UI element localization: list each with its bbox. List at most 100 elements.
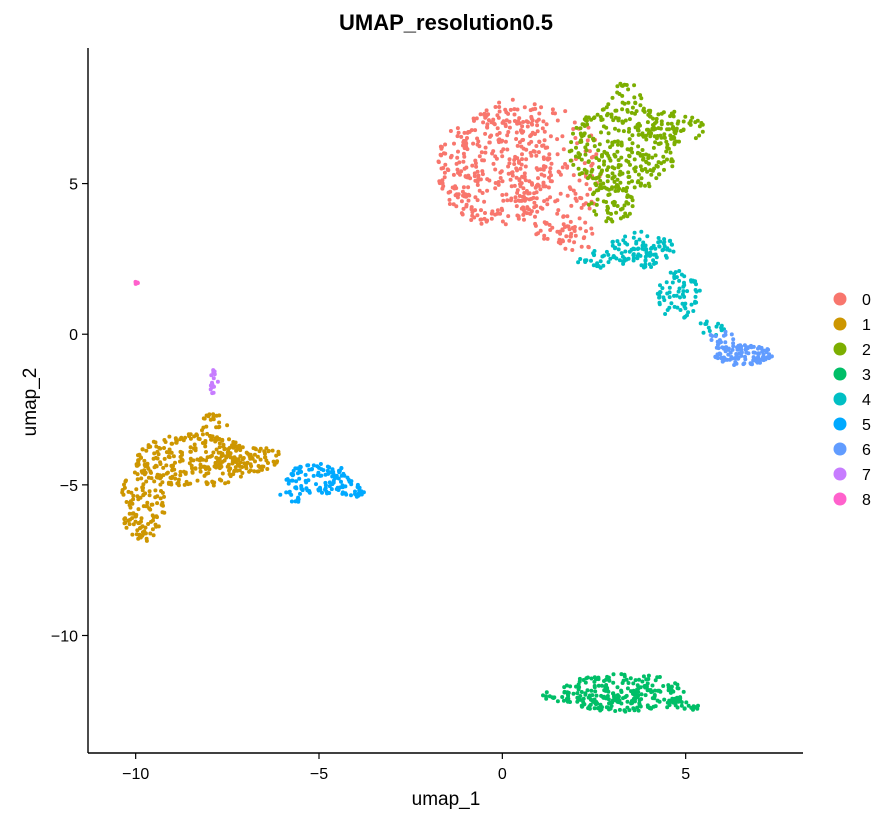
point-cluster-0 <box>541 183 546 188</box>
point-cluster-2 <box>639 176 644 181</box>
point-cluster-1 <box>211 450 216 455</box>
point-cluster-0 <box>568 187 573 191</box>
point-cluster-0 <box>573 196 578 201</box>
point-cluster-2 <box>672 140 677 145</box>
point-cluster-0 <box>532 200 537 205</box>
point-cluster-5 <box>327 465 332 470</box>
point-cluster-0 <box>584 229 588 234</box>
point-cluster-0 <box>575 141 580 146</box>
point-cluster-6 <box>751 358 756 363</box>
point-cluster-0 <box>525 124 530 129</box>
point-cluster-4 <box>689 279 694 284</box>
point-cluster-1 <box>135 528 140 533</box>
point-cluster-4 <box>624 257 629 262</box>
point-cluster-4 <box>693 294 698 299</box>
point-cluster-3 <box>579 690 584 694</box>
point-cluster-3 <box>682 706 687 711</box>
point-cluster-0 <box>453 193 458 198</box>
point-cluster-3 <box>631 681 636 686</box>
legend-label: 8 <box>862 492 871 509</box>
point-cluster-1 <box>163 440 168 444</box>
point-cluster-3 <box>547 694 552 699</box>
point-cluster-1 <box>221 444 226 449</box>
point-cluster-2 <box>669 121 674 126</box>
point-cluster-2 <box>615 177 620 182</box>
point-cluster-2 <box>626 180 631 185</box>
point-cluster-0 <box>571 188 576 193</box>
point-cluster-0 <box>527 141 532 146</box>
point-cluster-2 <box>594 156 599 160</box>
point-cluster-0 <box>542 236 547 241</box>
point-cluster-0 <box>450 185 455 190</box>
point-cluster-2 <box>609 114 614 119</box>
point-cluster-7 <box>209 373 214 378</box>
point-cluster-0 <box>530 122 535 127</box>
point-cluster-2 <box>666 121 670 126</box>
point-cluster-0 <box>503 139 508 144</box>
point-cluster-2 <box>618 180 623 185</box>
point-cluster-0 <box>517 198 522 203</box>
point-cluster-0 <box>549 161 554 166</box>
point-cluster-0 <box>520 157 524 162</box>
point-cluster-0 <box>568 234 573 239</box>
point-cluster-4 <box>634 241 639 246</box>
point-cluster-0 <box>515 190 520 195</box>
point-cluster-0 <box>538 187 543 192</box>
point-cluster-0 <box>483 211 487 215</box>
point-cluster-6 <box>710 334 715 338</box>
point-cluster-0 <box>582 161 587 166</box>
point-cluster-6 <box>742 343 747 348</box>
point-cluster-0 <box>564 234 569 239</box>
point-cluster-4 <box>669 242 674 247</box>
point-cluster-0 <box>476 173 481 178</box>
point-cluster-0 <box>501 198 506 203</box>
point-cluster-2 <box>610 165 615 170</box>
y-tick-label: 0 <box>69 327 78 344</box>
point-cluster-3 <box>564 683 569 688</box>
legend-swatch <box>833 317 847 331</box>
point-cluster-1 <box>253 446 257 451</box>
point-cluster-5 <box>291 468 296 473</box>
point-cluster-0 <box>457 160 462 165</box>
point-cluster-4 <box>668 270 673 275</box>
point-cluster-0 <box>484 113 489 118</box>
point-cluster-0 <box>497 109 502 114</box>
point-cluster-5 <box>330 467 335 472</box>
point-cluster-0 <box>545 145 550 150</box>
point-cluster-4 <box>658 239 663 244</box>
point-cluster-6 <box>730 356 735 361</box>
point-cluster-4 <box>667 290 672 295</box>
point-cluster-1 <box>188 481 193 486</box>
point-cluster-0 <box>539 105 544 110</box>
point-cluster-0 <box>449 153 454 158</box>
point-cluster-1 <box>141 485 145 490</box>
point-cluster-2 <box>573 154 578 159</box>
point-cluster-1 <box>156 452 161 457</box>
point-cluster-0 <box>505 198 510 203</box>
point-cluster-3 <box>589 688 594 693</box>
point-cluster-0 <box>498 176 503 180</box>
point-cluster-3 <box>584 676 589 681</box>
point-cluster-0 <box>437 179 442 184</box>
point-cluster-4 <box>598 259 603 264</box>
point-cluster-3 <box>681 689 686 694</box>
point-cluster-0 <box>534 153 539 158</box>
legend-label: 2 <box>862 342 871 359</box>
point-cluster-0 <box>509 184 514 189</box>
point-cluster-0 <box>443 151 448 156</box>
point-cluster-4 <box>719 328 724 333</box>
point-cluster-3 <box>592 675 597 680</box>
point-cluster-2 <box>649 172 654 177</box>
point-cluster-1 <box>207 467 212 472</box>
point-cluster-0 <box>581 202 586 207</box>
point-cluster-0 <box>451 172 456 177</box>
point-cluster-1 <box>140 530 145 535</box>
point-cluster-1 <box>276 449 281 454</box>
point-cluster-4 <box>682 304 687 309</box>
point-cluster-1 <box>136 507 141 512</box>
point-cluster-5 <box>294 485 298 490</box>
point-cluster-3 <box>617 707 622 712</box>
point-cluster-1 <box>154 455 158 460</box>
point-cluster-0 <box>472 118 476 123</box>
point-cluster-0 <box>443 142 448 147</box>
